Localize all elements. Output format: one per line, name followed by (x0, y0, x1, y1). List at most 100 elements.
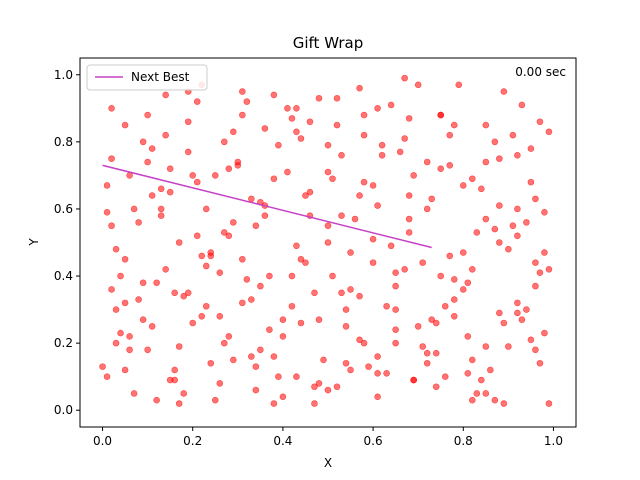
scatter-point (284, 105, 291, 112)
scatter-point (487, 366, 494, 374)
scatter-point (157, 212, 165, 219)
scatter-point (220, 138, 228, 146)
scatter-point (162, 91, 169, 99)
scatter-point (126, 333, 133, 340)
scatter-point (378, 151, 386, 159)
scatter-point (193, 232, 201, 240)
scatter-point (162, 266, 169, 273)
scatter-point (532, 259, 539, 266)
scatter-point (248, 195, 255, 203)
scatter-point (428, 195, 436, 203)
scatter-point (378, 141, 386, 149)
scatter-point (189, 319, 197, 327)
scatter-point (392, 282, 399, 290)
scatter-point (220, 229, 228, 236)
legend-label-next-best: Next Best (131, 70, 190, 84)
scatter-point (405, 192, 413, 199)
scatter-point (248, 296, 255, 303)
scatter-point (216, 380, 224, 387)
scatter-point (374, 353, 381, 360)
scatter-point (148, 323, 156, 330)
scatter-point (108, 222, 115, 230)
scatter-point (189, 172, 197, 179)
scatter-point (284, 168, 291, 176)
scatter-point (532, 346, 539, 354)
scatter-point (135, 296, 142, 303)
scatter-point (288, 302, 296, 310)
scatter-point (338, 212, 345, 219)
y-tick-label: 0.2 (54, 336, 73, 350)
scatter-point (491, 138, 499, 146)
scatter-point (112, 245, 120, 253)
scatter-point (108, 105, 115, 112)
scatter-point (293, 128, 300, 136)
scatter-point (496, 202, 503, 209)
scatter-point (139, 138, 147, 146)
scatter-point (342, 306, 350, 313)
scatter-point (509, 131, 517, 139)
scatter-point (288, 115, 296, 122)
scatter-point (500, 319, 508, 327)
scatter-point (293, 242, 300, 250)
scatter-point (541, 329, 548, 337)
scatter-point (112, 339, 120, 347)
scatter-point (230, 219, 237, 226)
scatter-point (392, 339, 399, 347)
scatter-point (320, 356, 327, 364)
scatter-point (270, 91, 278, 99)
scatter-point (369, 182, 377, 189)
scatter-point (459, 249, 467, 256)
scatter-point (518, 316, 526, 323)
scatter-point (311, 400, 318, 407)
scatter-point (536, 269, 544, 276)
scatter-point (545, 266, 553, 273)
scatter-point (437, 272, 445, 280)
scatter-point (428, 316, 436, 323)
scatter-point (360, 178, 368, 186)
scatter-point (374, 105, 381, 112)
scatter-point (405, 115, 413, 122)
scatter-point (518, 101, 526, 109)
scatter-point (139, 316, 147, 323)
scatter-point (135, 219, 142, 226)
scatter-point (324, 222, 332, 230)
scatter-point (496, 239, 503, 246)
scatter-points (99, 74, 553, 407)
scatter-point (306, 118, 314, 126)
scatter-point (446, 252, 454, 260)
scatter-point (505, 343, 512, 350)
scatter-point (419, 259, 426, 266)
scatter-point (478, 185, 485, 193)
scatter-point (207, 359, 215, 367)
scatter-point (347, 286, 354, 293)
scatter-point (405, 229, 413, 236)
scatter-point (239, 88, 246, 95)
scatter-point (432, 349, 440, 357)
scatter-point (130, 390, 138, 397)
scatter-point (112, 306, 120, 313)
chart-title: Gift Wrap (293, 34, 364, 52)
scatter-point (464, 370, 472, 377)
y-tick-label: 0.6 (54, 202, 73, 216)
scatter-point (252, 363, 260, 370)
scatter-point (464, 279, 472, 287)
scatter-point (405, 215, 413, 223)
scatter-point (162, 131, 169, 139)
scatter-point (527, 336, 535, 344)
scatter-point (450, 121, 458, 129)
scatter-point (266, 326, 273, 334)
y-tick-label: 0.0 (54, 403, 73, 417)
scatter-point (153, 396, 160, 404)
scatter-point (514, 232, 521, 240)
x-tick-label: 0.8 (454, 434, 473, 448)
scatter-point (324, 141, 332, 149)
x-tick-label: 1.0 (544, 434, 563, 448)
scatter-point (432, 383, 440, 391)
scatter-point (311, 289, 318, 297)
scatter-point (478, 376, 485, 384)
scatter-point (536, 118, 544, 126)
scatter-point (437, 165, 445, 172)
scatter-point (234, 158, 242, 166)
scatter-point (324, 386, 332, 394)
scatter-point (509, 222, 517, 230)
